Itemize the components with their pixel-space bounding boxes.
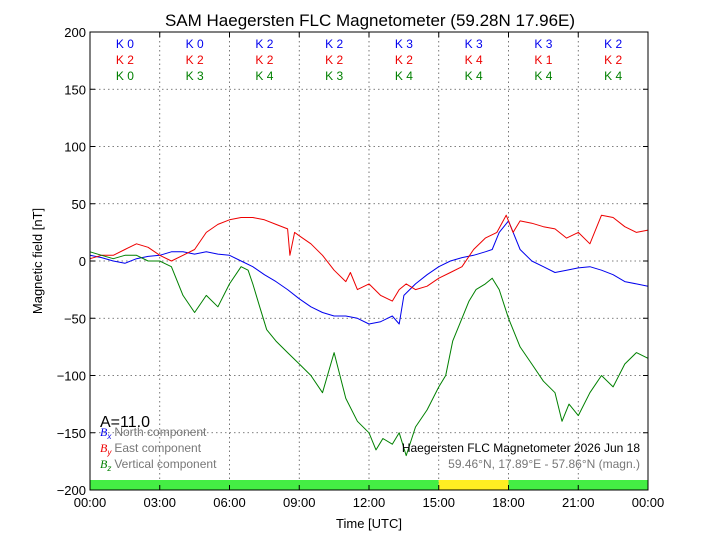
k-index-label: K 4 xyxy=(465,69,483,83)
x-tick-label: 00:00 xyxy=(632,495,665,510)
activity-bar-segment xyxy=(438,480,509,490)
k-index-label: K 2 xyxy=(325,37,343,51)
x-axis: 00:00 03:00 06:00 09:00 12:00 15:00 18:00 21:00… xyxy=(74,32,665,510)
legend-symbol: B xyxy=(100,457,108,471)
y-tick-label: −100 xyxy=(57,369,86,384)
legend-symbol: B xyxy=(100,441,108,455)
activity-bar-segment xyxy=(90,480,439,490)
y-tick-label: 0 xyxy=(79,254,86,269)
k-index-label: K 4 xyxy=(395,69,413,83)
legend-entry: Bz Vertical component xyxy=(100,457,217,473)
x-tick-label: 12:00 xyxy=(353,495,386,510)
y-tick-label: 150 xyxy=(64,82,86,97)
k-index-label: K 0 xyxy=(116,69,134,83)
y-tick-label: −50 xyxy=(64,311,86,326)
k-index-label: K 0 xyxy=(186,37,204,51)
y-tick-label: 200 xyxy=(64,25,86,40)
legend-entry: Bx North component xyxy=(100,425,207,441)
k-index-label: K 2 xyxy=(255,53,273,67)
grid xyxy=(90,32,648,490)
legend-label: Vertical component xyxy=(114,457,217,471)
k-index-label: K 4 xyxy=(604,69,622,83)
a-index-label: A=11.0 xyxy=(100,414,150,431)
x-tick-label: 03:00 xyxy=(143,495,176,510)
x-tick-label: 00:00 xyxy=(74,495,107,510)
x-tick-label: 21:00 xyxy=(562,495,595,510)
y-tick-label: 50 xyxy=(72,197,86,212)
x-tick-label: 18:00 xyxy=(492,495,525,510)
x-tick-label: 09:00 xyxy=(283,495,316,510)
k-index-label: K 2 xyxy=(604,37,622,51)
k-index-table: K 0 K 0 K 2 K 2 K 3 K 3 K 3 K 2 K 2 K 2 K 2 K 2 K 2 K… xyxy=(116,37,623,83)
info-coordinates: 59.46°N, 17.89°E - 57.86°N (magn.) xyxy=(448,457,640,471)
y-tick-label: −150 xyxy=(57,426,86,441)
k-index-label: K 1 xyxy=(534,53,552,67)
series-line-east-component xyxy=(89,214,649,302)
legend-symbol: B xyxy=(100,425,108,439)
chart-title: SAM Haegersten FLC Magnetometer (59.28N … xyxy=(165,11,575,30)
k-index-label: K 3 xyxy=(465,37,483,51)
x-axis-label: Time [UTC] xyxy=(336,516,402,531)
k-index-label: K 0 xyxy=(116,37,134,51)
legend-entry: By East component xyxy=(100,441,202,457)
x-tick-label: 06:00 xyxy=(213,495,246,510)
series-line-vertical-component xyxy=(89,251,649,457)
x-tick-label: 15:00 xyxy=(422,495,455,510)
k-index-label: K 2 xyxy=(116,53,134,67)
k-index-label: K 4 xyxy=(465,53,483,67)
k-index-label: K 2 xyxy=(395,53,413,67)
k-index-label: K 4 xyxy=(534,69,552,83)
info-station: Haegersten FLC Magnetometer 2026 Jun 18 xyxy=(402,441,640,455)
legend-subscript: z xyxy=(106,464,111,473)
y-axis: −200 −150 −100 −50 0 50 100 150 200 xyxy=(57,25,648,498)
y-tick-label: −200 xyxy=(57,483,86,498)
k-index-label: K 3 xyxy=(395,37,413,51)
y-axis-label: Magnetic field [nT] xyxy=(30,208,45,314)
legend-label: North component xyxy=(114,425,207,439)
k-index-label: K 4 xyxy=(255,69,273,83)
series-line-north-component xyxy=(89,220,649,325)
legend-subscript: x xyxy=(106,432,112,441)
legend-label: East component xyxy=(114,441,201,455)
k-index-label: K 3 xyxy=(534,37,552,51)
k-index-label: K 3 xyxy=(325,69,343,83)
k-index-label: K 3 xyxy=(186,69,204,83)
k-index-label: K 2 xyxy=(325,53,343,67)
k-index-label: K 2 xyxy=(255,37,273,51)
k-index-label: K 2 xyxy=(604,53,622,67)
y-tick-label: 100 xyxy=(64,140,86,155)
legend-subscript: y xyxy=(106,448,112,457)
k-index-label: K 2 xyxy=(186,53,204,67)
